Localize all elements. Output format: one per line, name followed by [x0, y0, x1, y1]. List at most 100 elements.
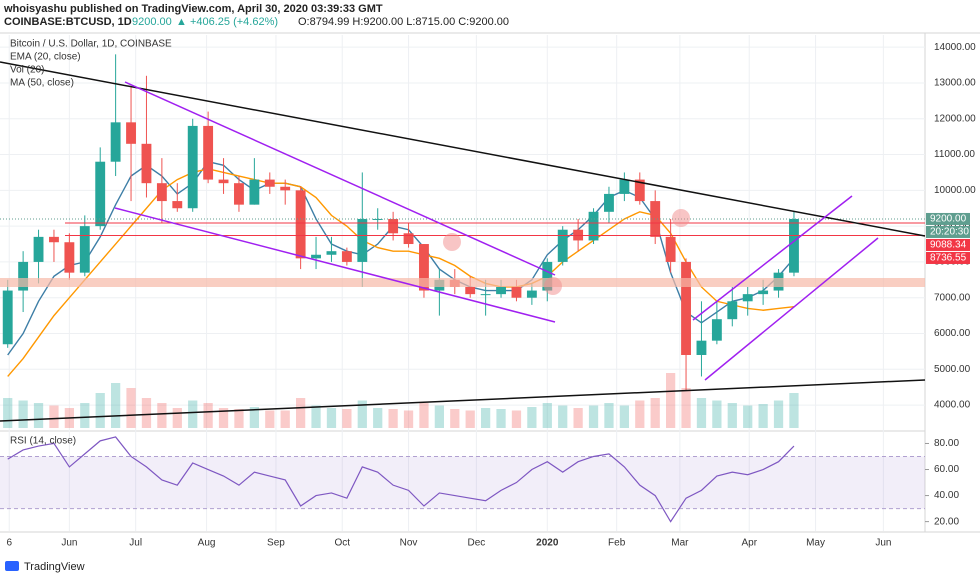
- candle-body: [619, 179, 630, 194]
- candle-body: [711, 319, 722, 341]
- logo: TradingView: [5, 561, 85, 573]
- volume-bar: [450, 409, 460, 428]
- candle-body: [311, 254, 321, 259]
- rsi-line: [7, 436, 795, 523]
- indicator-label: Vol (20): [10, 65, 44, 76]
- volume-bar: [681, 388, 691, 428]
- candle-body: [264, 179, 275, 187]
- candle-body: [419, 244, 429, 291]
- candle-body: [49, 236, 59, 243]
- volume-bar: [388, 409, 398, 428]
- candle-body: [665, 236, 676, 262]
- volume-bar: [265, 410, 275, 428]
- x-tick-label: Mar: [671, 538, 689, 549]
- candle-body: [110, 122, 121, 162]
- candle-body: [634, 179, 645, 202]
- candle-body: [604, 193, 614, 212]
- volume-bar: [619, 405, 629, 428]
- candle-body: [341, 251, 352, 262]
- volume-bar: [481, 408, 491, 428]
- volume-bar: [588, 405, 599, 428]
- candle-body: [126, 122, 136, 144]
- volume-bar: [157, 403, 167, 428]
- candle-body: [218, 179, 229, 184]
- countdown: 20:20:30: [930, 227, 969, 238]
- candle-body: [280, 186, 291, 191]
- drawings: [0, 61, 926, 422]
- volume-bar: [188, 400, 198, 428]
- channel-line: [704, 237, 879, 381]
- plot-area: [0, 35, 925, 531]
- candle-body: [141, 143, 152, 184]
- candle-body: [696, 340, 707, 355]
- volume-bar: [326, 408, 337, 428]
- volume-bar: [203, 403, 213, 428]
- candle-body: [64, 242, 75, 273]
- candle-body: [95, 161, 106, 227]
- candle-body: [588, 211, 599, 241]
- candle-body: [295, 190, 306, 259]
- candle-body: [496, 286, 506, 295]
- volume-bar: [95, 393, 105, 428]
- candle-body: [2, 290, 13, 345]
- volume-bar: [126, 388, 136, 428]
- volume-bar: [465, 410, 475, 428]
- volume-bar: [141, 398, 152, 428]
- volume-bar: [311, 405, 321, 428]
- candle-body: [542, 261, 553, 291]
- volume-bar: [419, 403, 429, 428]
- x-tick-label: Jun: [875, 538, 891, 549]
- volume-bar: [758, 404, 768, 428]
- indicator-line: [7, 168, 795, 377]
- volume-bar: [403, 410, 414, 428]
- candle-body: [249, 179, 260, 205]
- publisher: whoisyashu published on TradingView.com,…: [3, 3, 383, 15]
- highlight-circle: [443, 233, 461, 251]
- volume-bar: [218, 408, 229, 428]
- volume-bar: [773, 400, 784, 428]
- volume-bar: [249, 407, 259, 428]
- x-tick-label: 6: [6, 538, 12, 549]
- candle-body: [203, 125, 214, 180]
- volume-bar: [696, 398, 707, 428]
- trend-line: [0, 61, 926, 237]
- volume-bar: [666, 373, 676, 428]
- brand: TradingView: [24, 561, 85, 573]
- y-tick-label: 10000.00: [934, 185, 976, 196]
- volume-bar: [743, 405, 753, 428]
- candle-body: [557, 229, 568, 262]
- candle-body: [758, 290, 769, 295]
- volume-bar: [650, 398, 660, 428]
- channel-line: [692, 195, 853, 321]
- volume-bar: [18, 400, 28, 428]
- rsi-band: [0, 456, 925, 509]
- candle-body: [18, 261, 29, 291]
- x-tick-label: Oct: [334, 538, 350, 549]
- volume-bar: [434, 405, 444, 428]
- candle-body: [79, 226, 90, 273]
- volume-bar: [111, 383, 121, 428]
- price-label: 9200.00: [930, 214, 967, 225]
- y-tick-label: 14000.00: [934, 42, 976, 53]
- candle-body: [388, 218, 399, 234]
- volume-bar: [33, 403, 44, 428]
- x-tick-label: May: [806, 538, 825, 549]
- volume-bar: [80, 403, 90, 428]
- price-label-box: [926, 251, 970, 264]
- chart-title: Bitcoin / U.S. Dollar, 1D, COINBASE: [10, 39, 172, 50]
- volume-bar: [496, 409, 506, 428]
- candle-body: [650, 201, 661, 237]
- y-tick-label: 11000.00: [934, 149, 975, 160]
- volume-bar: [712, 400, 722, 428]
- y-tick-label: 5000.00: [934, 364, 971, 375]
- volume-bar: [542, 403, 552, 428]
- rsi-tick-label: 20.00: [934, 516, 959, 527]
- volume-bar: [635, 400, 645, 428]
- x-tick-label: 2020: [536, 538, 559, 549]
- candle-body: [403, 233, 414, 245]
- price-label: 9088.34: [930, 240, 967, 251]
- volume-bar: [234, 409, 244, 428]
- price-label-box: [926, 238, 970, 251]
- rsi-label: RSI (14, close): [10, 436, 76, 447]
